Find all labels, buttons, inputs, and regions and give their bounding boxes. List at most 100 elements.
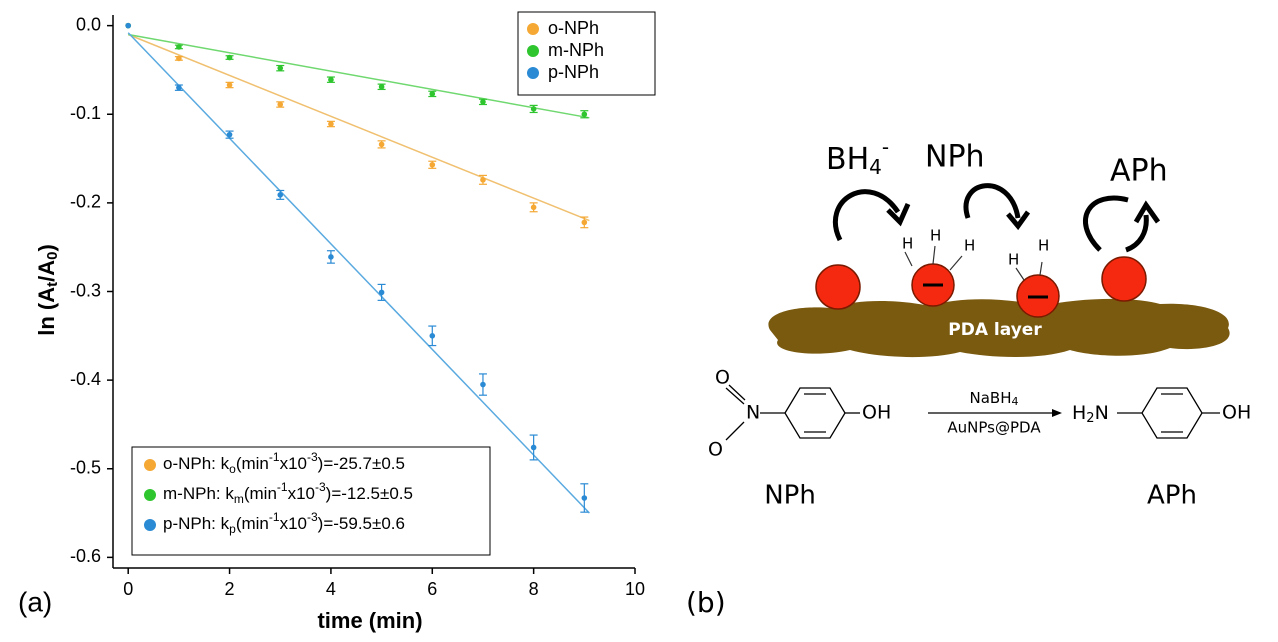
y-title-part: ) <box>34 244 59 251</box>
legend-label: m-NPh <box>548 40 604 60</box>
fit-label-part: -1 <box>269 450 280 464</box>
data-point <box>480 99 486 105</box>
y-tick-label: -0.1 <box>70 103 101 123</box>
data-point <box>176 56 182 62</box>
fit-label-part: )=-59.5±0.6 <box>318 514 405 533</box>
hydrogen: H <box>1038 237 1049 255</box>
reagent-sub: 4 <box>869 155 882 179</box>
data-point <box>227 82 233 88</box>
fit-marker <box>144 459 156 471</box>
atom-part: N <box>1095 402 1109 424</box>
data-point <box>125 23 131 29</box>
mechanism-diagram: (b) PDA layer H H H H H BH4- NPh APh O N… <box>686 135 1251 620</box>
atom: OH <box>862 402 891 424</box>
x-tick-label: 6 <box>427 579 437 599</box>
panel-label: (a) <box>18 586 52 617</box>
data-point <box>480 382 486 388</box>
data-point <box>227 132 233 138</box>
arrow <box>1085 198 1128 250</box>
fit-label: o-NPh: ko(min-1x10-3)=-25.7±0.5 <box>163 450 405 476</box>
y-tick-label: -0.4 <box>70 369 101 389</box>
reagent-sup: - <box>882 135 889 159</box>
atom: O <box>708 439 723 461</box>
fit-label-part: p-NPh: k <box>163 514 230 533</box>
arrowhead <box>1052 409 1062 417</box>
hydrogen: H <box>902 235 913 253</box>
fit-marker <box>144 519 156 531</box>
layer-label: PDA layer <box>948 320 1042 340</box>
data-point <box>429 162 435 168</box>
y-tick-label: -0.5 <box>70 457 101 477</box>
fit-label-part: -1 <box>269 510 280 524</box>
fit-label-part: -3 <box>315 480 326 494</box>
atom: O <box>715 367 730 389</box>
reagent-part: BH <box>826 142 869 177</box>
arrow <box>835 192 898 240</box>
data-point <box>277 192 283 198</box>
fit-label-part: -3 <box>307 510 318 524</box>
data-point <box>379 290 385 296</box>
fit-label-part: -3 <box>307 450 318 464</box>
ring <box>1117 388 1220 438</box>
y-tick-label: 0.0 <box>76 14 101 34</box>
fit-label-part: -1 <box>277 480 288 494</box>
data-point <box>277 65 283 71</box>
fit-label-part: x10 <box>280 454 307 473</box>
legend-marker <box>527 23 539 35</box>
y-tick-label: -0.3 <box>70 280 101 300</box>
y-axis-title: ln (At/A0) <box>34 244 61 336</box>
y-tick-label: -0.6 <box>70 546 101 566</box>
condition-sub: 4 <box>1011 395 1018 408</box>
condition-part: NaBH <box>970 389 1012 407</box>
reagent-label: BH4- <box>826 135 889 179</box>
data-point <box>328 254 334 260</box>
condition: NaBH4 <box>970 389 1019 409</box>
x-tick-label: 10 <box>625 579 645 599</box>
hydrogen: H <box>1008 251 1019 269</box>
figure: 0.0-0.1-0.2-0.3-0.4-0.5-0.60246810o-NPhm… <box>0 0 1278 637</box>
data-point <box>582 111 588 117</box>
y-title-sub: 0 <box>44 252 61 260</box>
data-point <box>379 84 385 90</box>
reagent-label: NPh <box>925 140 985 175</box>
compound-name: APh <box>1147 481 1197 511</box>
fit-label-part: (min <box>236 454 269 473</box>
x-tick-label: 0 <box>123 579 133 599</box>
x-tick-label: 2 <box>225 579 235 599</box>
data-point <box>328 77 334 83</box>
fit-marker <box>144 489 156 501</box>
fit-label: m-NPh: km(min-1x10-3)=-12.5±0.5 <box>163 480 413 506</box>
fit-label-part: (min <box>236 514 269 533</box>
atom-sub: 2 <box>1086 411 1094 426</box>
atom-part: H <box>1072 402 1086 424</box>
legend-marker <box>527 67 539 79</box>
data-point <box>176 44 182 50</box>
data-point <box>582 495 588 501</box>
gold-nanoparticle <box>1102 257 1146 301</box>
data-point <box>531 205 537 211</box>
y-title-part: ln (A <box>34 287 59 336</box>
data-point <box>379 142 385 148</box>
atom: H2N <box>1072 402 1109 426</box>
data-point <box>531 106 537 112</box>
data-point <box>328 121 334 127</box>
gold-nanoparticle <box>816 265 860 309</box>
data-point <box>531 445 537 451</box>
legend-marker <box>527 45 539 57</box>
fit-label-part: m-NPh: k <box>163 484 234 503</box>
y-title-part: /A <box>34 260 59 282</box>
x-tick-label: 8 <box>529 579 539 599</box>
fit-label-part: )=-25.7±0.5 <box>318 454 405 473</box>
data-point <box>480 177 486 183</box>
data-point <box>582 220 588 226</box>
ring <box>785 388 845 438</box>
atom: OH <box>1222 402 1251 424</box>
atom: N <box>746 402 760 424</box>
hydrogen: H <box>964 237 975 255</box>
legend-label: o-NPh <box>548 18 599 38</box>
x-axis-title: time (min) <box>317 608 422 633</box>
fit-label-part: x10 <box>280 514 307 533</box>
compound-name: NPh <box>764 481 816 511</box>
fit-label-part: (min <box>244 484 277 503</box>
